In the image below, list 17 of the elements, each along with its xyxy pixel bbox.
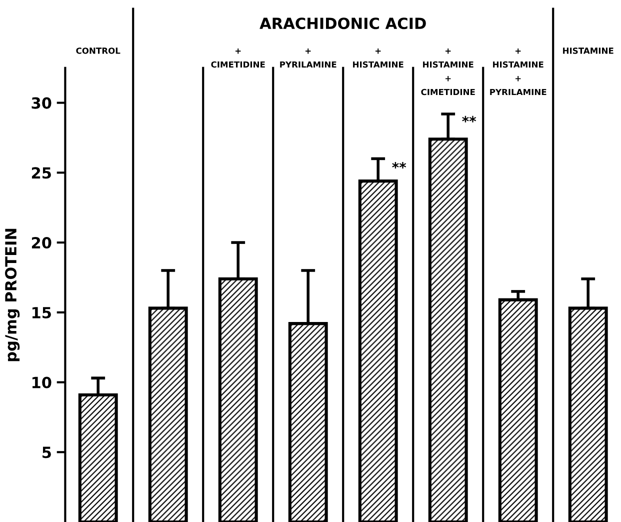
x-tick-label: + HISTAMINE + PYRILAMINE	[490, 48, 546, 96]
y-tick-label: 15	[32, 307, 51, 318]
y-axis-title: pg/mg PROTEIN	[5, 228, 20, 362]
x-tick-label: CONTROL	[76, 48, 120, 54]
annotation: **	[392, 162, 406, 168]
y-tick-label: 20	[32, 236, 52, 249]
y-tick-label: 30	[32, 97, 52, 109]
chart-title: ARACHIDONIC ACID	[260, 18, 426, 30]
y-tick-label: 10	[32, 376, 52, 388]
y-tick-label: 5	[42, 446, 51, 458]
y-tick-label: 25	[32, 167, 51, 179]
x-tick-label: HISTAMINE	[563, 48, 614, 54]
x-tick-label: + PYRILAMINE	[280, 48, 336, 68]
annotation: **	[462, 116, 476, 122]
x-tick-label: + CIMETIDINE	[211, 48, 265, 68]
x-tick-label: + HISTAMINE	[353, 48, 404, 68]
x-tick-label: + HISTAMINE + CIMETIDINE	[421, 48, 475, 96]
